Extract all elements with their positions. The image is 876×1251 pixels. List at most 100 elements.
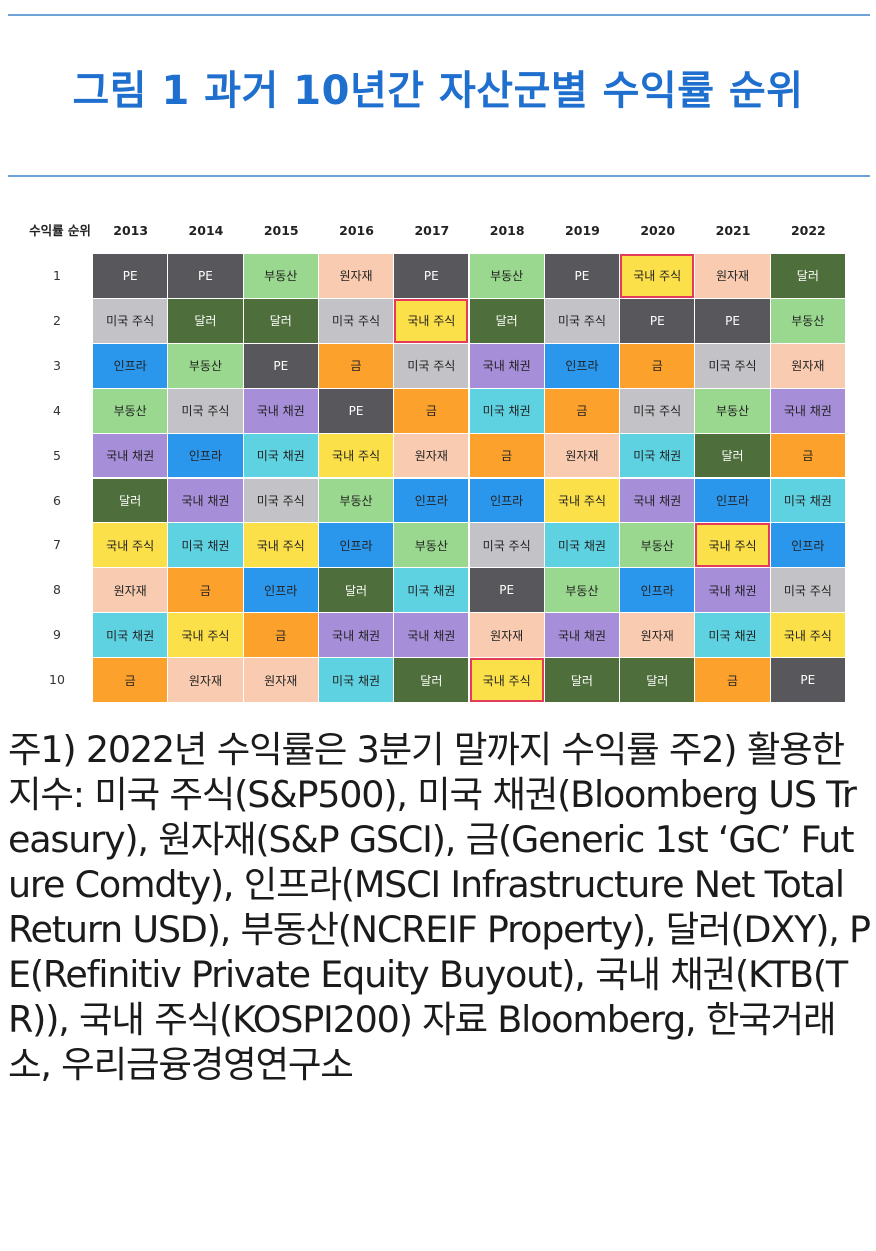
rank-cell: 미국 주식 (544, 298, 620, 343)
rank-cell: PE (243, 343, 318, 388)
rank-cell: 부동산 (620, 523, 695, 568)
rank-cell: 국내 채권 (544, 613, 620, 658)
rank-cell: 금 (620, 343, 695, 388)
rank-label-7: 7 (53, 537, 61, 553)
rank-cell: 원자재 (93, 568, 168, 613)
year-header-2014: 2014 (188, 223, 224, 238)
rank-cell: 달러 (620, 658, 695, 702)
rank-cell: PE (93, 254, 168, 298)
rank-cell: 인프라 (695, 478, 770, 523)
rank-cell: 원자재 (243, 658, 318, 702)
year-header-2017: 2017 (414, 223, 450, 238)
rank-cell: PE (469, 568, 544, 613)
rank-cell: 달러 (544, 658, 620, 702)
rank-cell: 국내 주식 (243, 523, 318, 568)
rank-cell: 금 (394, 388, 469, 433)
year-header-2013: 2013 (113, 223, 149, 238)
rank-cell: 미국 주식 (770, 568, 845, 613)
rank-label-1: 1 (53, 268, 61, 283)
rank-cell: PE (620, 298, 695, 343)
figure-title: 그림 1 과거 10년간 자산군별 수익률 순위 (72, 68, 804, 114)
rank-cell: 미국 채권 (318, 658, 394, 702)
rank-cell: 금 (544, 388, 620, 433)
rank-cell: 국내 채권 (318, 613, 394, 658)
rank-label-3: 3 (53, 357, 61, 373)
rank-cell: 국내 주식 (770, 613, 845, 658)
rank-cell: 미국 주식 (620, 388, 695, 433)
rank-cell: 달러 (469, 298, 544, 343)
rank-cell: 부동산 (770, 298, 845, 343)
rank-table: 수익률 순위 2013 2014 2015 2016 2017 2018 2019 2020 2… (22, 213, 848, 705)
rank-cell: 미국 주식 (168, 388, 243, 433)
rank-cell: 부동산 (318, 478, 394, 523)
rank-cell: 원자재 (695, 254, 770, 298)
rank-cell: 인프라 (168, 433, 243, 478)
rank-cell: 미국 채권 (620, 433, 695, 478)
rank-cell: 국내 주식 (620, 254, 695, 298)
rank-label-9: 9 (53, 627, 61, 643)
rank-cell: 금 (93, 658, 168, 702)
rank-cell: 국내 주식 (695, 523, 770, 568)
rank-cell: 원자재 (770, 343, 845, 388)
rank-cell: 국내 채권 (243, 388, 318, 433)
rank-cell: 원자재 (469, 613, 544, 658)
rank-cell: 원자재 (620, 613, 695, 658)
title-divider (8, 175, 870, 177)
rank-cell: 국내 채권 (93, 433, 168, 478)
rank-label-6: 6 (53, 492, 61, 508)
rank-cell: 금 (469, 433, 544, 478)
rank-cell: 국내 주식 (544, 478, 620, 523)
rank-cell: 미국 채권 (469, 388, 544, 433)
rank-cell: 국내 채권 (394, 613, 469, 658)
rank-cell: 부동산 (93, 388, 168, 433)
rank-cell: 국내 채권 (469, 343, 544, 388)
rank-cell: 인프라 (544, 343, 620, 388)
rank-label-10: 10 (49, 672, 65, 688)
rank-cell: 인프라 (318, 523, 394, 568)
rank-cell: 달러 (93, 478, 168, 523)
rank-cell: 금 (318, 343, 394, 388)
year-header-2018: 2018 (489, 223, 525, 238)
rank-cell: 부동산 (394, 523, 469, 568)
rank-cell: 인프라 (243, 568, 318, 613)
rank-cell: 국내 채권 (695, 568, 770, 613)
rank-label-5: 5 (53, 447, 61, 463)
footnotes: 주1) 2022년 수익률은 3분기 말까지 수익률 주2) 활용한 지수: 미… (8, 728, 871, 1086)
rank-cell: 달러 (318, 568, 394, 613)
rank-cell: 인프라 (394, 478, 469, 523)
rank-cell: 인프라 (469, 478, 544, 523)
year-header-2022: 2022 (790, 223, 826, 238)
rank-cell: PE (544, 254, 620, 298)
rank-cell: 부동산 (243, 254, 318, 298)
rank-cell: PE (318, 388, 394, 433)
rank-cell: 달러 (243, 298, 318, 343)
rank-label-8: 8 (53, 582, 61, 598)
year-header-2021: 2021 (715, 223, 751, 238)
rank-cell: 금 (168, 568, 243, 613)
rank-cell: 달러 (394, 658, 469, 702)
rank-cell: 부동산 (544, 568, 620, 613)
rank-cell: 미국 주식 (695, 343, 770, 388)
rank-cell: PE (168, 254, 243, 298)
rank-cell: PE (695, 298, 770, 343)
rank-cell: 금 (770, 433, 845, 478)
corner-header: 수익률 순위 (29, 223, 91, 238)
rank-cell: 인프라 (770, 523, 845, 568)
rank-cell: 원자재 (544, 433, 620, 478)
rank-cell: 국내 주식 (469, 658, 544, 702)
rank-cell: 미국 주식 (318, 298, 394, 343)
rank-label-4: 4 (53, 402, 61, 418)
rank-cell: 달러 (770, 254, 845, 298)
rank-cell: 인프라 (620, 568, 695, 613)
rank-cell: PE (394, 254, 469, 298)
top-divider (8, 14, 870, 16)
rank-cell: 금 (243, 613, 318, 658)
year-header-2016: 2016 (339, 223, 374, 238)
rank-cell: 국내 채권 (168, 478, 243, 523)
rank-cell: 국내 채권 (770, 388, 845, 433)
rank-cell: 원자재 (318, 254, 394, 298)
rank-label-2: 2 (53, 312, 61, 328)
rank-cell: 국내 채권 (620, 478, 695, 523)
year-header-2015: 2015 (263, 223, 299, 238)
rank-cell: 미국 주식 (243, 478, 318, 523)
